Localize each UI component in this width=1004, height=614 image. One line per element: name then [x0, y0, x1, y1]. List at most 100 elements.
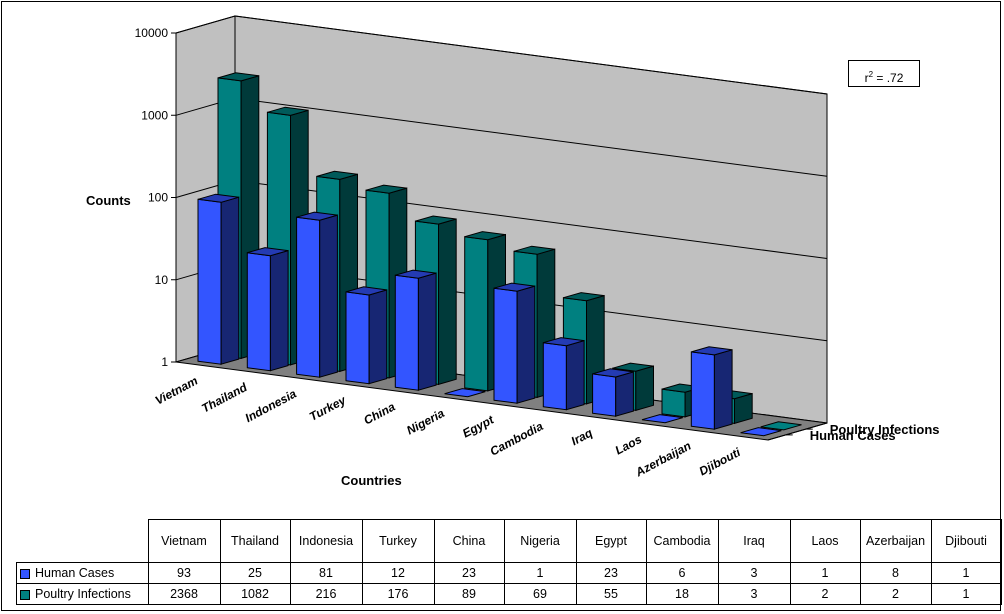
category-label-iraq: Iraq [569, 425, 596, 448]
table-cell: 2 [859, 583, 932, 605]
r-squared-annotation: r2 = .72 [848, 60, 920, 87]
legend-label: Human Cases [35, 566, 115, 580]
table-row-label: Human Cases [16, 562, 149, 584]
bar-side [417, 272, 437, 391]
table-cell: 3 [717, 562, 791, 584]
bar-side [615, 371, 634, 417]
legend-swatch [20, 589, 30, 600]
table-cell: 23 [433, 562, 505, 584]
bar-side [220, 196, 240, 365]
bar-side [635, 365, 654, 412]
legend-swatch [20, 568, 30, 579]
table-header-cell: Turkey [361, 519, 435, 563]
table-header-cell: Iraq [717, 519, 791, 563]
y-axis-title: Counts [86, 193, 131, 208]
bar-top [395, 269, 437, 279]
bar-top [464, 231, 506, 241]
bar-side [368, 289, 388, 385]
table-header-cell: Indonesia [289, 519, 363, 563]
bar-top [691, 346, 733, 356]
table-row: Poultry Infections 2368 1082 216 176 89 69 55 18… [16, 583, 1002, 605]
table-cell: 93 [147, 562, 221, 584]
series-label-poultry-infections: Poultry Infections [830, 422, 940, 437]
table-cell: 3 [717, 583, 791, 605]
category-label-turkey: Turkey [307, 392, 349, 423]
data-table: Vietnam Thailand Indonesia Turkey China Niger… [16, 519, 1002, 605]
r-squared-prefix: r [864, 71, 869, 85]
table-header-cell: China [433, 519, 505, 563]
bar-human-cases-turkey [345, 286, 388, 385]
bars [197, 72, 802, 437]
series-label-human-cases: Human Cases [810, 428, 896, 443]
category-label-thailand: Thailand [199, 380, 250, 416]
category-label-djibouti: Djibouti [697, 445, 744, 479]
bar-front [296, 216, 321, 378]
y-tick-label: 1 [161, 355, 168, 369]
bar-top [197, 193, 239, 203]
table-header-row: Vietnam Thailand Indonesia Turkey China Niger… [16, 519, 1002, 563]
table-cell: 216 [289, 583, 363, 605]
table-row: Human Cases 93 25 81 12 23 1 23 6 3 1 8 1 [16, 562, 1002, 584]
bar-top [740, 427, 782, 437]
bar-front [246, 252, 271, 372]
category-label-laos: Laos [613, 432, 645, 458]
table-cell: 176 [361, 583, 435, 605]
table-cell: 6 [645, 562, 719, 584]
r-squared-sup: 2 [868, 70, 874, 79]
bar-top [641, 414, 683, 424]
table-cell: 1 [789, 562, 861, 584]
table-cell: 89 [433, 583, 505, 605]
bar-front [394, 274, 419, 391]
bar-side [713, 349, 733, 430]
table-header-cell: Cambodia [645, 519, 719, 563]
bar-top [345, 286, 387, 296]
bar-front [690, 351, 715, 430]
bar-top [365, 184, 407, 194]
bar-front [464, 236, 489, 392]
table-header-cell: Vietnam [147, 519, 221, 563]
table-header-cell: Egypt [575, 519, 647, 563]
bar-top [444, 388, 486, 398]
category-label-nigeria: Nigeria [404, 406, 447, 438]
table-cell: 1082 [219, 583, 291, 605]
y-tick-label: 1000 [141, 108, 168, 122]
bar-top [415, 215, 457, 225]
y-tick-label: 10000 [135, 26, 169, 40]
bar-top [217, 72, 259, 82]
table-cell: 55 [575, 583, 647, 605]
bar-human-cases-nigeria [444, 388, 486, 398]
bar-human-cases-azerbaijan [690, 346, 733, 430]
category-label-china: China [361, 399, 397, 427]
bar-top [612, 362, 654, 372]
table-cell: 81 [289, 562, 363, 584]
bar-human-cases-thailand [246, 247, 289, 372]
table-cell: 2 [789, 583, 861, 605]
bar-front [493, 287, 518, 404]
table-corner [16, 519, 149, 563]
r-squared-value: = .72 [873, 71, 904, 85]
gridline [175, 15, 828, 95]
table-row-label: Poultry Infections [16, 583, 149, 605]
bar-human-cases-djibouti [740, 427, 782, 437]
bar-human-cases-indonesia [296, 211, 338, 378]
table-cell: 1 [503, 562, 577, 584]
bar-side [319, 214, 338, 378]
bar-top [513, 245, 555, 255]
bar-front [542, 342, 567, 411]
category-label-egypt: Egypt [460, 412, 497, 440]
bar-top [247, 247, 289, 257]
bar-front [592, 373, 617, 417]
table-cell: 25 [219, 562, 291, 584]
x-axis-title: Countries [341, 473, 402, 488]
table-header-cell: Azerbaijan [859, 519, 932, 563]
category-label-cambodia: Cambodia [488, 419, 546, 459]
bar-human-cases-iraq [592, 368, 634, 417]
bar-top [316, 170, 358, 180]
bar-human-cases-china [394, 269, 437, 391]
table-cell: 1 [930, 562, 1002, 584]
table-cell: 1 [930, 583, 1002, 605]
table-cell: 69 [503, 583, 577, 605]
bar-top [543, 337, 585, 347]
bar-side [516, 285, 536, 404]
